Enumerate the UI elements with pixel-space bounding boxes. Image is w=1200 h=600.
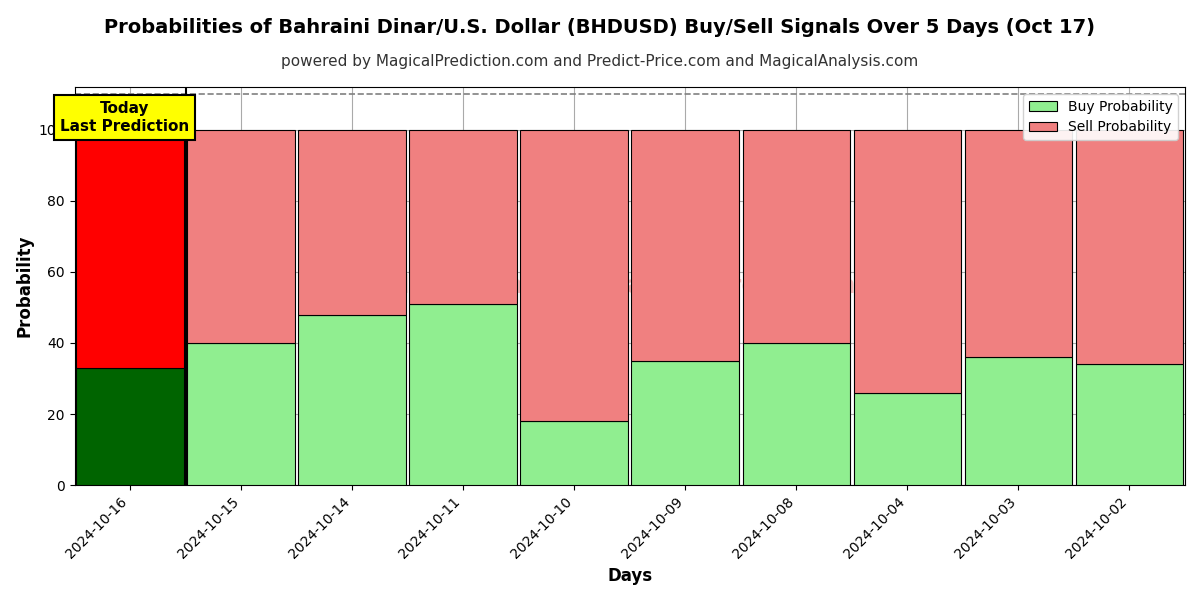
Bar	[631, 130, 739, 361]
Bar	[187, 130, 295, 343]
Bar	[521, 130, 628, 421]
Bar	[853, 393, 961, 485]
Bar	[1075, 130, 1183, 364]
Text: Probabilities of Bahraini Dinar/U.S. Dollar (BHDUSD) Buy/Sell Signals Over 5 Day: Probabilities of Bahraini Dinar/U.S. Dol…	[104, 18, 1096, 37]
Bar	[1075, 364, 1183, 485]
Bar	[299, 130, 406, 314]
Bar	[965, 357, 1073, 485]
Bar	[77, 368, 184, 485]
Bar	[853, 130, 961, 393]
X-axis label: Days: Days	[607, 567, 653, 585]
Y-axis label: Probability: Probability	[16, 235, 34, 337]
Bar	[409, 304, 517, 485]
Legend: Buy Probability, Sell Probability: Buy Probability, Sell Probability	[1024, 94, 1178, 140]
Text: Today
Last Prediction: Today Last Prediction	[60, 101, 190, 134]
Bar	[77, 130, 184, 368]
Bar	[521, 421, 628, 485]
Bar	[299, 314, 406, 485]
Bar	[631, 361, 739, 485]
Text: powered by MagicalPrediction.com and Predict-Price.com and MagicalAnalysis.com: powered by MagicalPrediction.com and Pre…	[281, 54, 919, 69]
Bar	[187, 343, 295, 485]
Bar	[743, 130, 851, 343]
Bar	[965, 130, 1073, 357]
Text: MagicalPrediction.com: MagicalPrediction.com	[602, 274, 924, 298]
Bar	[743, 343, 851, 485]
Bar	[409, 130, 517, 304]
Text: MagicalAnalysis.com: MagicalAnalysis.com	[239, 274, 533, 298]
